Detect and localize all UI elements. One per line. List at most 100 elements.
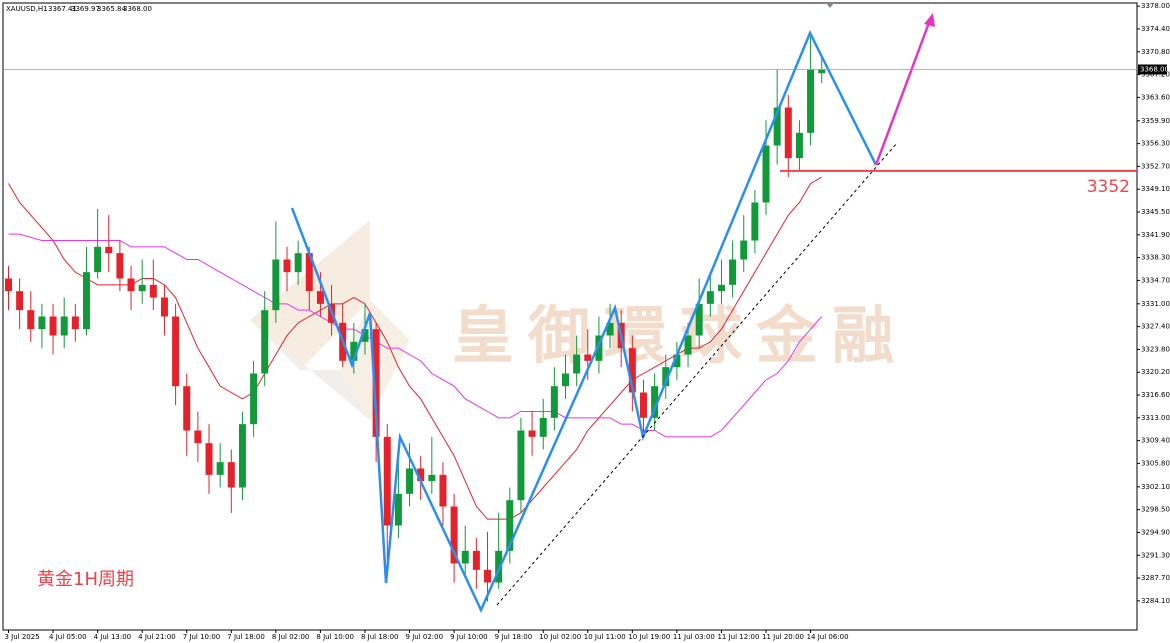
y-tick-label: 3294.90	[1141, 528, 1170, 536]
candle-body	[461, 550, 469, 564]
x-tick-label: 7 Jul 10:00	[183, 633, 221, 641]
y-tick-label: 3284.10	[1141, 597, 1170, 605]
y-tick-label: 3313.00	[1141, 414, 1170, 422]
candle-body	[717, 284, 725, 292]
candle-body	[294, 253, 302, 273]
y-tick-label: 3305.80	[1141, 459, 1170, 467]
candle-body	[216, 462, 224, 475]
y-tick-label: 3378.00	[1141, 2, 1170, 10]
candle-body	[539, 417, 547, 437]
ohlc-high: 3369.97	[71, 5, 100, 13]
candle-body	[528, 430, 536, 437]
candle-body	[639, 392, 647, 418]
candle-body	[472, 550, 480, 570]
y-tick-label: 3338.30	[1141, 254, 1170, 262]
candle-body	[5, 278, 12, 292]
candle-body	[305, 253, 313, 292]
candle-body	[71, 316, 79, 330]
y-tick-label: 3291.30	[1141, 551, 1170, 559]
candle-body	[316, 291, 324, 304]
candle-body	[406, 468, 414, 494]
level-label: 3352	[1087, 177, 1130, 197]
watermark-text: 皇御環球金融	[452, 299, 908, 372]
x-tick-label: 11 Jul 12:00	[717, 633, 759, 641]
y-tick-label: 3316.60	[1141, 391, 1170, 399]
x-tick-label: 9 Jul 18:00	[495, 633, 533, 641]
candle-body	[16, 291, 24, 311]
candle-body	[60, 316, 68, 336]
x-tick-label: 10 Jul 19:00	[628, 633, 670, 641]
candle-body	[762, 145, 770, 203]
candle-body	[105, 246, 113, 254]
y-tick-label: 3374.40	[1141, 25, 1170, 33]
candle-body	[394, 493, 402, 526]
candle-body	[116, 253, 124, 279]
candle-body	[138, 284, 146, 292]
candle-body	[673, 354, 681, 368]
x-tick-label: 8 Jul 18:00	[361, 633, 399, 641]
candle-body	[172, 316, 180, 387]
x-tick-label: 3 Jul 2025	[5, 633, 40, 641]
candle-body	[450, 506, 458, 564]
ma-line	[8, 233, 823, 438]
candle-body	[417, 468, 425, 482]
x-tick-label: 10 Jul 11:00	[584, 633, 626, 641]
y-tick-label: 3320.20	[1141, 368, 1170, 376]
y-tick-label: 3349.10	[1141, 185, 1170, 193]
y-tick-label: 3287.70	[1141, 574, 1170, 582]
candle-body	[205, 443, 213, 475]
shift-marker	[826, 3, 834, 8]
candle-body	[49, 316, 57, 336]
candle-body	[27, 310, 35, 330]
x-tick-label: 8 Jul 02:00	[272, 633, 310, 641]
arrow-head	[924, 13, 935, 27]
zigzag	[290, 29, 878, 614]
current-price-box	[1138, 64, 1167, 75]
candle-body	[773, 107, 781, 146]
y-tick-label: 3363.60	[1141, 93, 1170, 101]
drawings	[290, 3, 935, 614]
candle-body	[261, 310, 269, 374]
candle-body	[238, 424, 246, 488]
candle-body	[662, 367, 670, 387]
candle-body	[573, 354, 581, 374]
candle-body	[740, 240, 748, 260]
candle-body	[283, 259, 291, 273]
symbol: XAUUSD,H1	[6, 5, 48, 13]
candle-body	[562, 373, 569, 387]
candle-body	[82, 272, 90, 330]
candle-body	[795, 132, 803, 159]
x-tick-label: 11 Jul 03:00	[673, 633, 715, 641]
candle-body	[428, 474, 436, 482]
candle-body	[517, 430, 525, 501]
candle-body	[651, 386, 659, 418]
candle-body	[183, 386, 191, 431]
candle-body	[729, 259, 737, 285]
candle-body	[584, 354, 592, 361]
x-tick-label: 9 Jul 02:00	[406, 633, 444, 641]
y-tick-label: 3356.30	[1141, 140, 1170, 148]
candle-body	[595, 335, 603, 361]
x-tick-label: 4 Jul 05:00	[49, 633, 87, 641]
candle-body	[383, 436, 391, 526]
y-tick-label: 3341.90	[1141, 231, 1170, 239]
candle-body	[127, 278, 135, 292]
candle-body	[194, 430, 202, 444]
current-price-label: 3368.00	[1140, 66, 1169, 74]
y-tick-label: 3370.80	[1141, 48, 1170, 56]
y-tick-label: 3367.20	[1141, 71, 1170, 79]
candle-body	[628, 348, 636, 393]
candle-body	[550, 386, 558, 418]
candle-body	[784, 107, 792, 159]
y-tick-label: 3352.70	[1141, 162, 1170, 170]
candle-body	[807, 69, 815, 133]
candle-body	[818, 69, 826, 74]
y-tick-label: 3323.80	[1141, 345, 1170, 353]
candle-body	[372, 329, 380, 437]
candle-body	[606, 322, 614, 336]
candle-body	[272, 259, 280, 311]
x-tick-label: 7 Jul 18:00	[227, 633, 265, 641]
y-tick-label: 3331.00	[1141, 300, 1170, 308]
candle-body	[38, 316, 46, 330]
